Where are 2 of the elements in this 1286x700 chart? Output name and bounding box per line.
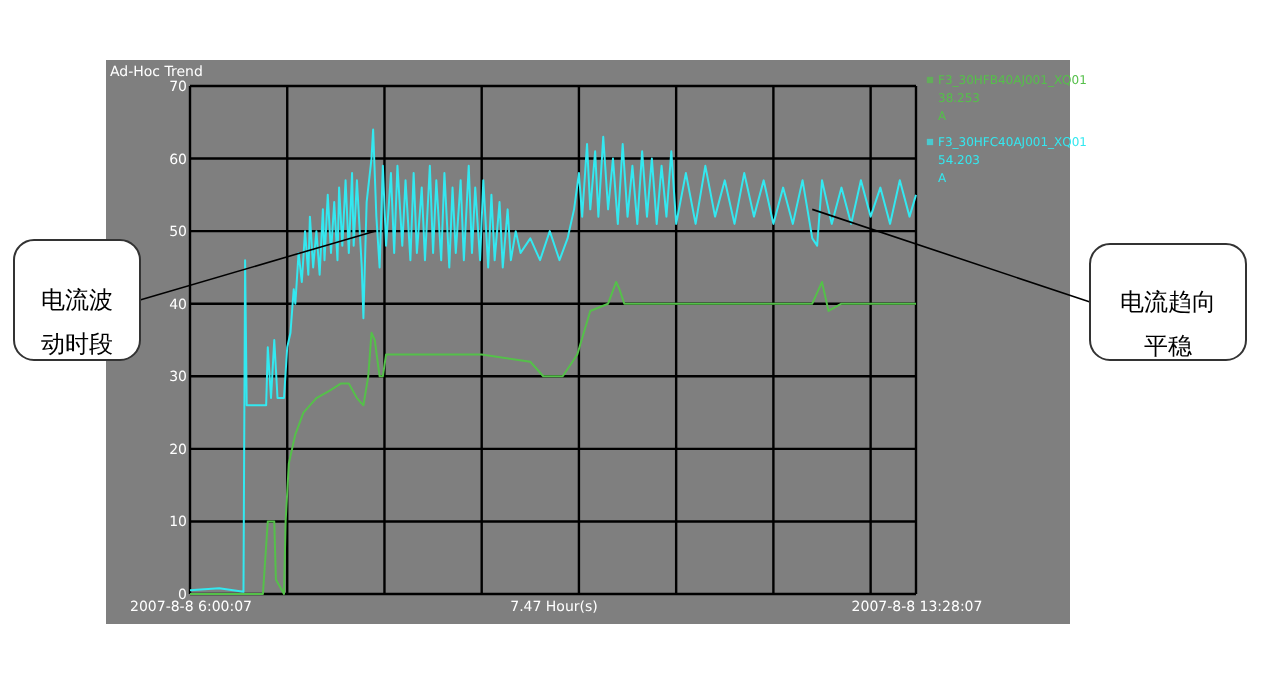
annotation: 电流波动时段 — [41, 286, 113, 358]
annotation: 电流趋向平稳 — [1120, 288, 1216, 360]
